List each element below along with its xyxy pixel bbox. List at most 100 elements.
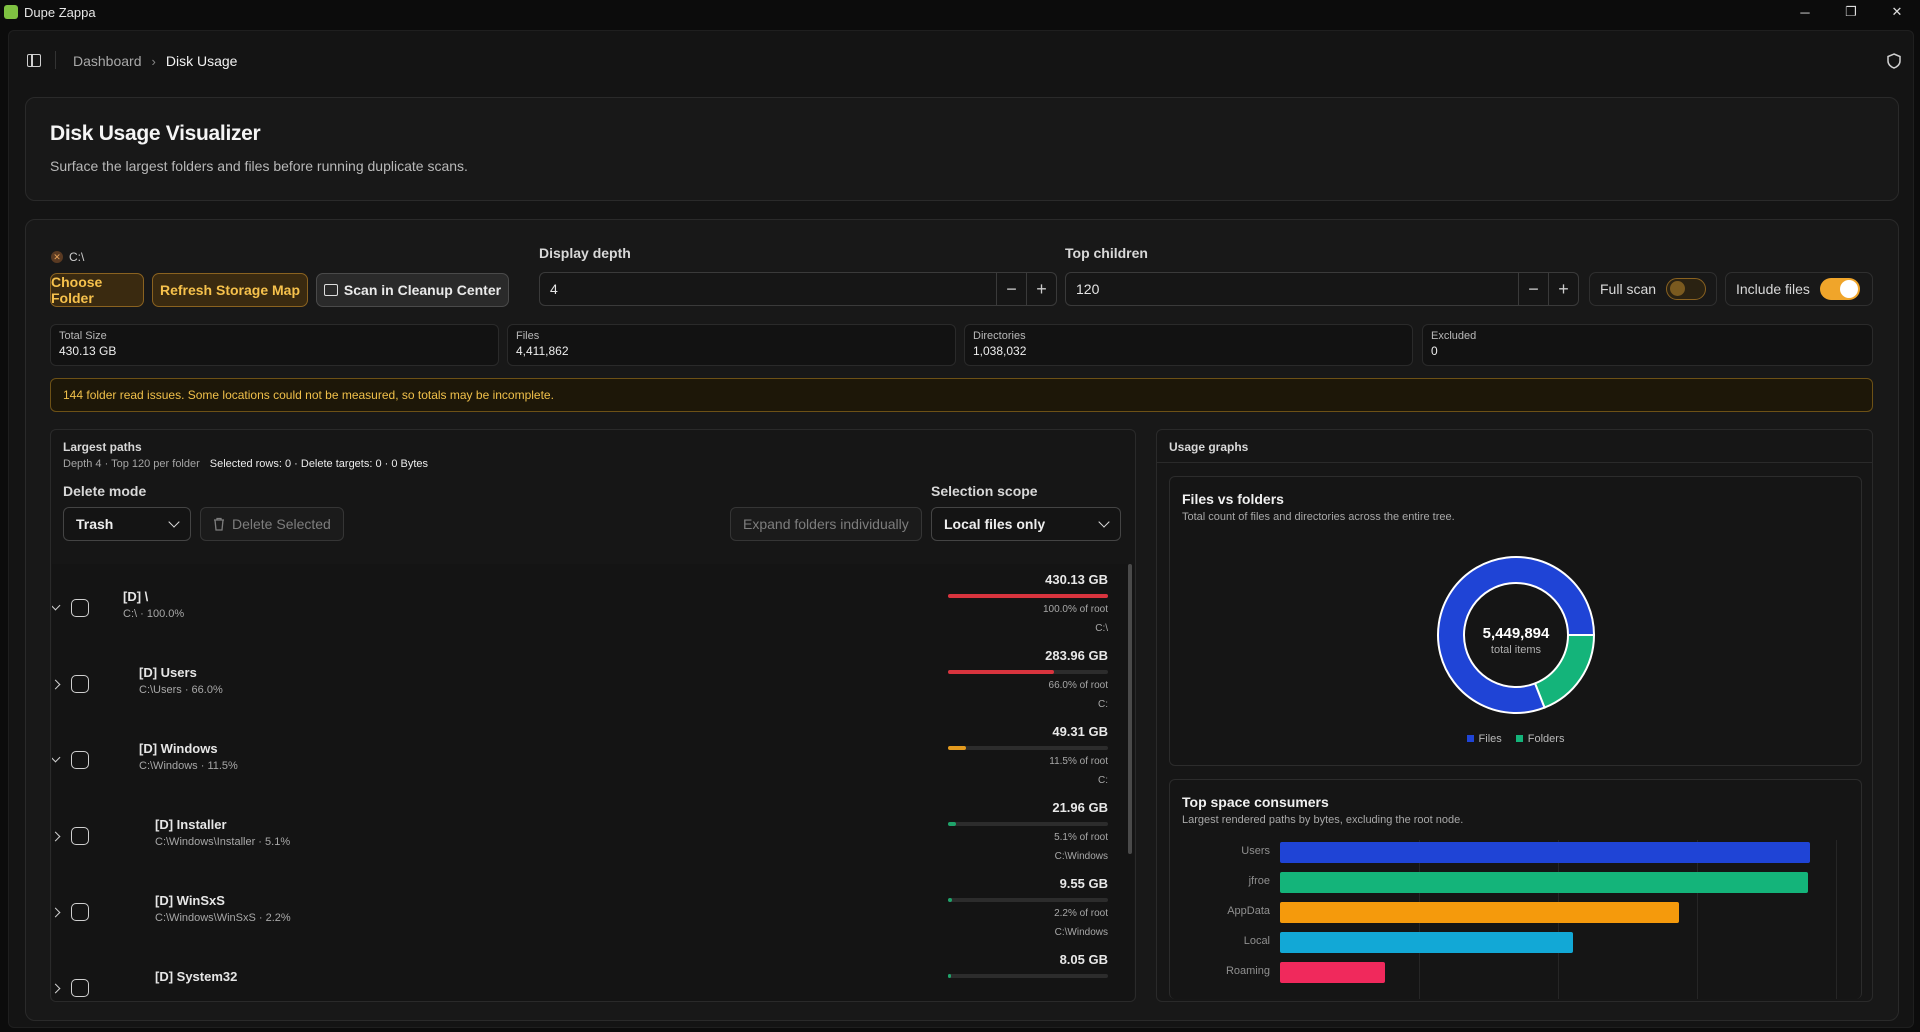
sidebar-toggle-icon[interactable]: [27, 54, 41, 67]
row-path: C:\ · 100.0%: [123, 608, 185, 620]
top-children-label: Top children: [1065, 245, 1148, 261]
row-size: 430.13 GB: [1045, 572, 1108, 587]
top-children-value[interactable]: 120: [1076, 281, 1100, 297]
stat-total-size: Total Size 430.13 GB: [50, 324, 499, 366]
row-size-bar-fill: [948, 974, 952, 978]
decrement-depth-button[interactable]: −: [996, 273, 1026, 305]
table-row[interactable]: [D] Users C:\Users · 66.0% 283.96 GB 66.…: [52, 644, 1122, 720]
app-title: Dupe Zappa: [24, 4, 96, 20]
stat-files: Files 4,411,862: [507, 324, 956, 366]
stat-label: Total Size: [59, 330, 107, 342]
chevron-right-icon[interactable]: [52, 679, 61, 690]
bar-label: Roaming: [1225, 965, 1270, 977]
consumer-bar[interactable]: [1280, 932, 1574, 953]
delete-selected-button[interactable]: Delete Selected: [200, 507, 344, 541]
full-scan-toggle[interactable]: Full scan: [1589, 272, 1717, 306]
selection-scope-value: Local files only: [944, 516, 1046, 532]
chevron-down-icon: [168, 516, 180, 528]
divider: [1157, 462, 1872, 463]
minimize-button[interactable]: ─: [1800, 4, 1810, 20]
table-row[interactable]: [D] WinSxS C:\Windows\WinSxS · 2.2% 9.55…: [52, 872, 1122, 948]
row-checkbox[interactable]: [71, 675, 89, 693]
selection-scope-select[interactable]: Local files only: [931, 507, 1121, 541]
scan-in-cleanup-center-button[interactable]: Scan in Cleanup Center: [316, 273, 509, 307]
row-name: [D] WinSxS: [155, 893, 225, 908]
decrement-children-button[interactable]: −: [1518, 273, 1548, 305]
table-row[interactable]: [D] Installer C:\Windows\Installer · 5.1…: [52, 796, 1122, 872]
row-size: 49.31 GB: [1052, 724, 1108, 739]
clear-path-icon[interactable]: ✕: [51, 251, 63, 263]
row-checkbox[interactable]: [71, 979, 89, 997]
row-percent: 2.2% of root: [1054, 908, 1108, 919]
row-checkbox[interactable]: [71, 599, 89, 617]
bar-label: Users: [1241, 845, 1270, 857]
delete-mode-select[interactable]: Trash: [63, 507, 191, 541]
delete-mode-value: Trash: [76, 516, 114, 532]
chevron-down-icon[interactable]: [52, 752, 61, 763]
files-vs-folders-title: Files vs folders: [1182, 491, 1284, 507]
row-parent: C:\Windows: [1054, 851, 1108, 862]
row-parent: C:: [1098, 775, 1108, 786]
full-scan-switch[interactable]: [1666, 278, 1706, 300]
row-checkbox[interactable]: [71, 903, 89, 921]
chevron-right-icon[interactable]: [52, 831, 61, 842]
consumer-bar[interactable]: [1280, 872, 1809, 893]
increment-depth-button[interactable]: +: [1026, 273, 1056, 305]
display-depth-value[interactable]: 4: [550, 281, 558, 297]
delete-mode-label: Delete mode: [63, 483, 147, 499]
refresh-storage-map-button[interactable]: Refresh Storage Map: [152, 273, 308, 307]
choose-folder-button[interactable]: Choose Folder: [50, 273, 144, 307]
tree-scrollbar[interactable]: [1128, 564, 1132, 854]
breadcrumb-dashboard[interactable]: Dashboard: [73, 53, 142, 69]
table-row[interactable]: [D] Windows C:\Windows · 11.5% 49.31 GB …: [52, 720, 1122, 796]
legend-files: Files: [1466, 733, 1502, 745]
page-title: Disk Usage Visualizer: [50, 122, 261, 145]
consumer-bar[interactable]: [1280, 962, 1385, 983]
expand-folders-individually-button[interactable]: Expand folders individually: [730, 507, 922, 541]
app-logo-icon: [4, 5, 18, 19]
restore-button[interactable]: ❐: [1845, 4, 1857, 19]
row-name: [D] \: [123, 589, 149, 604]
row-size: 283.96 GB: [1045, 648, 1108, 663]
row-percent: 100.0% of root: [1042, 604, 1108, 615]
row-size-bar-fill: [948, 594, 1108, 598]
table-row[interactable]: [D] \ C:\ · 100.0% 430.13 GB 100.0% of r…: [52, 568, 1122, 644]
display-depth-label: Display depth: [539, 245, 631, 261]
selection-meta: Selected rows: 0 · Delete targets: 0 · 0…: [209, 458, 429, 470]
stat-value: 0: [1431, 344, 1438, 358]
bar-label: Local: [1243, 935, 1270, 947]
shield-icon[interactable]: [1887, 53, 1901, 69]
chevron-right-icon[interactable]: [52, 907, 61, 918]
folders-swatch: [1515, 735, 1523, 742]
row-path: C:\Windows · 11.5%: [139, 760, 238, 772]
row-checkbox[interactable]: [71, 751, 89, 769]
consumer-bar[interactable]: [1280, 842, 1810, 863]
include-files-toggle[interactable]: Include files: [1725, 272, 1873, 306]
top-space-consumers-subtitle: Largest rendered paths by bytes, excludi…: [1182, 814, 1464, 826]
row-size-bar-fill: [948, 898, 952, 902]
chevron-down-icon[interactable]: [52, 600, 61, 611]
bar-label: jfroe: [1248, 875, 1270, 887]
row-size-bar: [948, 594, 1108, 598]
donut-slice-files: [1437, 556, 1596, 714]
stat-value: 1,038,032: [973, 344, 1027, 358]
display-depth-input[interactable]: 4 − +: [539, 272, 1057, 306]
top-children-input[interactable]: 120 − +: [1065, 272, 1579, 306]
table-row[interactable]: [D] System32 8.05 GB: [52, 948, 1122, 1001]
row-name: [D] Installer: [155, 817, 227, 832]
row-checkbox[interactable]: [71, 827, 89, 845]
chevron-right-icon: ›: [151, 53, 156, 69]
grid-line: [1836, 840, 1837, 999]
top-space-consumers-title: Top space consumers: [1182, 794, 1329, 810]
increment-children-button[interactable]: +: [1548, 273, 1578, 305]
row-size: 9.55 GB: [1059, 876, 1108, 891]
stat-label: Directories: [973, 330, 1026, 342]
include-files-switch[interactable]: [1819, 278, 1860, 300]
row-size-bar-fill: [948, 822, 957, 826]
consumer-bar[interactable]: [1280, 902, 1680, 923]
row-percent: 66.0% of root: [1048, 680, 1108, 691]
top-bar: Dashboard › Disk Usage: [9, 31, 1913, 89]
close-button[interactable]: ✕: [1891, 4, 1903, 19]
chevron-right-icon[interactable]: [52, 983, 61, 994]
row-size: 21.96 GB: [1052, 800, 1108, 815]
